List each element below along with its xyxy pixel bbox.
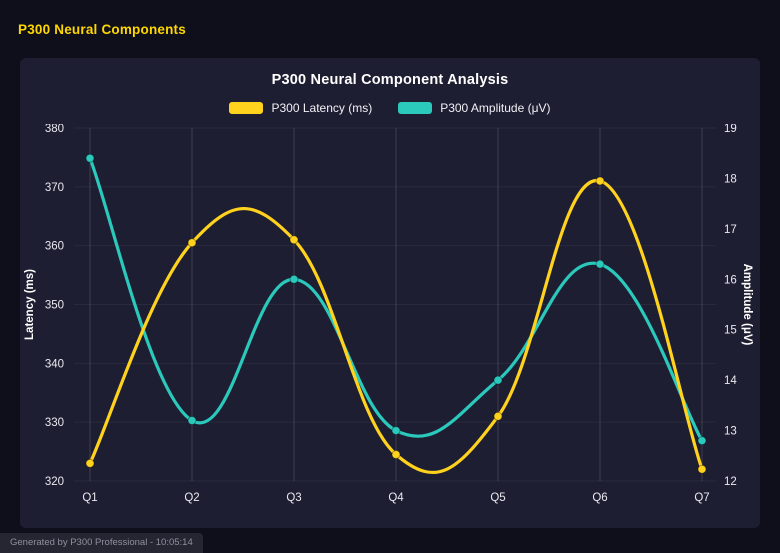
amplitude-series-swatch — [398, 102, 433, 114]
left-axis-tick: 350 — [45, 300, 64, 312]
left-axis-title: Latency (ms) — [24, 269, 36, 340]
data-point[interactable] — [187, 415, 197, 425]
status-bar: Generated by P300 Professional - 10:05:1… — [0, 533, 203, 553]
legend-label-latency: P300 Latency (ms) — [271, 101, 373, 115]
data-point[interactable] — [85, 153, 95, 163]
data-point[interactable] — [697, 436, 707, 446]
right-axis-tick: 16 — [724, 274, 737, 286]
left-axis-tick: 340 — [45, 358, 64, 370]
right-axis-tick: 14 — [724, 375, 737, 387]
chart-title: P300 Neural Component Analysis — [271, 72, 509, 88]
x-axis-tick: Q5 — [490, 492, 505, 504]
data-point[interactable] — [595, 259, 605, 269]
x-axis-tick: Q1 — [82, 492, 97, 504]
data-point[interactable] — [697, 464, 707, 474]
left-axis-tick: 370 — [45, 182, 64, 194]
left-axis-tick: 320 — [45, 476, 64, 488]
right-axis-tick: 15 — [724, 325, 737, 337]
chart-canvas[interactable]: 320 330 340 350 360 370 380 12 13 14 15 16 17 18 19 Q1 Q… — [20, 124, 760, 516]
data-point[interactable] — [391, 450, 401, 460]
right-axis-tick: 17 — [724, 224, 737, 236]
x-axis-tick: Q7 — [694, 492, 709, 504]
legend-item-amplitude[interactable]: P300 Amplitude (μV) — [398, 101, 551, 115]
x-axis-tick: Q2 — [184, 492, 199, 504]
right-axis-tick: 19 — [724, 124, 737, 135]
series-1 — [85, 153, 707, 446]
left-axis-tick: 380 — [45, 124, 64, 135]
latency-series-swatch — [229, 102, 264, 114]
data-point[interactable] — [493, 411, 503, 421]
gridlines — [74, 127, 716, 482]
chart-legend: P300 Latency (ms) P300 Amplitude (μV) — [20, 101, 760, 115]
data-point[interactable] — [595, 176, 605, 186]
data-point[interactable] — [391, 426, 401, 436]
legend-item-latency[interactable]: P300 Latency (ms) — [229, 101, 372, 115]
data-point[interactable] — [85, 458, 95, 468]
right-axis-tick: 12 — [724, 476, 737, 488]
data-point[interactable] — [289, 274, 299, 284]
right-axis-tick: 18 — [724, 173, 737, 185]
data-point[interactable] — [493, 375, 503, 385]
data-point[interactable] — [187, 238, 197, 248]
page-title: P300 Neural Components — [18, 22, 186, 37]
x-axis-tick: Q4 — [388, 492, 404, 504]
axis-ticks: 320 330 340 350 360 370 380 12 13 14 15 16 17 18 19 Q1 Q… — [45, 124, 738, 504]
right-axis-title: Amplitude (μV) — [741, 264, 753, 346]
right-axis-tick: 13 — [724, 426, 737, 438]
left-axis-tick: 330 — [45, 417, 64, 429]
data-point[interactable] — [289, 235, 299, 245]
x-axis-tick: Q3 — [286, 492, 301, 504]
legend-label-amplitude: P300 Amplitude (μV) — [440, 101, 551, 115]
series-0 — [85, 176, 707, 474]
x-axis-tick: Q6 — [592, 492, 607, 504]
left-axis-tick: 360 — [45, 241, 64, 253]
chart-card: P300 Neural Component Analysis P300 Late… — [20, 58, 760, 528]
